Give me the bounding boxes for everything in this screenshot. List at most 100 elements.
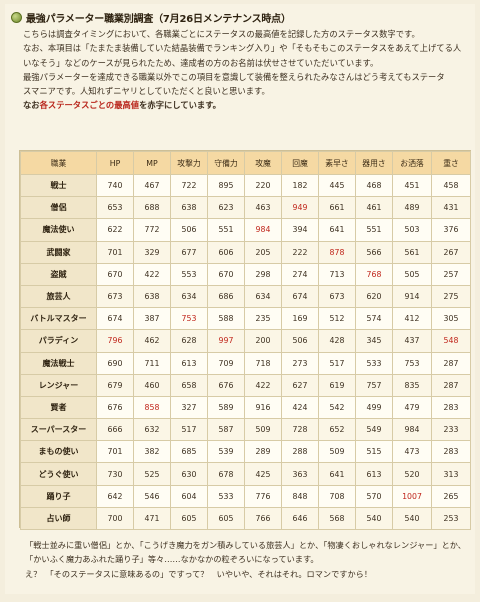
job-name-cell: 旅芸人 [20,284,97,309]
table-row: 踊り子 642 546 604 533 776 848 708 570 1007 265 [20,484,471,508]
stat-cell: 895 [207,173,245,198]
stat-cell: 848 [281,484,319,508]
stat-cell: 835 [392,373,432,397]
stat-cell: 287 [431,351,471,375]
stat-cell: 329 [133,240,171,264]
stat-cell: 679 [96,373,134,397]
job-name-cell: 盗賊 [20,262,97,286]
intro-note-red: 各ステータスごとの最高値 [39,100,140,111]
stat-cell: 713 [318,262,356,286]
job-name-cell: レンジャー [20,373,97,397]
table-row: 魔法戦士 690 711 613 709 718 273 517 533 753 287 [20,351,471,375]
stat-cell: 711 [133,351,171,375]
stat-cell: 700 [96,506,134,531]
table-row: パラディン 796 462 628 997 200 506 428 345 437 548 [20,329,471,353]
stat-cell: 561 [392,240,432,264]
stat-cell: 553 [170,262,208,286]
job-name-cell: 武闘家 [20,240,97,264]
intro-note-suffix: を赤字にしています。 [139,100,221,111]
intro-note-prefix: なお [23,100,40,111]
stat-cell: 220 [244,173,282,198]
stat-cell: 288 [281,440,319,464]
intro-line: 最強パラメーターを達成できる職業以外でこの項目を意識して装備を整えられたみなさん… [23,71,445,82]
stat-cell: 445 [318,173,356,198]
stat-cell: 796 [96,329,134,353]
article: 最強パラメーター職業別調査（7月26日メンテナンス時点） こちらは調査タイミング… [5,4,475,594]
stat-cell: 685 [170,440,208,464]
stat-cell: 503 [392,218,432,242]
stat-cell: 670 [96,262,134,286]
stat-cell: 646 [281,506,319,531]
column-header: 攻魔 [244,151,282,175]
stat-cell: 542 [318,395,356,420]
stat-cell: 540 [392,506,432,531]
stat-cell: 642 [96,484,134,508]
stat-cell: 283 [431,440,471,464]
stat-cell: 267 [431,240,471,264]
job-name-cell: 踊り子 [20,484,97,508]
stat-cell: 499 [355,395,393,420]
stat-cell: 997 [207,329,245,353]
stat-cell: 613 [355,462,393,486]
stat-cell: 589 [207,395,245,420]
stat-cell: 253 [431,506,471,531]
stat-cell: 620 [355,284,393,309]
job-name-cell: 僧侶 [20,196,97,220]
stat-cell: 638 [170,196,208,220]
table-row: 旅芸人 673 638 634 686 634 674 673 620 914 275 [20,284,471,309]
stat-cell: 641 [318,218,356,242]
stat-cell: 570 [355,484,393,508]
stat-cell: 753 [392,351,432,375]
footer-line: 「戦士並みに重い僧侶」とか、「こうげき魔力をガン積みしている旅芸人」とか、「物凄… [25,540,466,550]
stat-cell: 548 [431,329,471,353]
stat-cell: 468 [355,173,393,198]
stat-cell: 437 [392,329,432,353]
stats-table-container: 職業 HP MP 攻撃力 守備力 攻魔 回魔 素早さ 器用さ お洒落 重さ 戦士 740 467 722 8… [19,150,471,531]
stat-cell: 506 [281,329,319,353]
stat-cell: 505 [392,262,432,286]
stat-cell: 460 [133,373,171,397]
job-name-cell: 賢者 [20,395,97,420]
intro-line: スマニアです。人知れずニヤリとしていただくと良いと思います。 [23,86,270,97]
table-header-row: 職業 HP MP 攻撃力 守備力 攻魔 回魔 素早さ 器用さ お洒落 重さ [20,151,471,175]
table-row: バトルマスター 674 387 753 588 235 169 512 574 412 305 [20,307,471,331]
intro-text: こちらは調査タイミングにおいて、各職業ごとにステータスの最高値を記録した方のステ… [23,27,468,113]
table-row: レンジャー 679 460 658 676 422 627 619 757 835 287 [20,373,471,397]
stat-cell: 914 [392,284,432,309]
stat-cell: 412 [392,307,432,331]
stat-cell: 233 [431,418,471,442]
stat-cell: 169 [281,307,319,331]
stat-cell: 568 [318,506,356,531]
stat-cell: 878 [318,240,356,264]
job-name-cell: バトルマスター [20,307,97,331]
stat-cell: 627 [281,373,319,397]
stat-cell: 533 [355,351,393,375]
stat-cell: 658 [170,373,208,397]
table-row: 僧侶 653 688 638 623 463 949 661 461 489 431 [20,196,471,220]
stat-cell: 673 [96,284,134,309]
stat-cell: 327 [170,395,208,420]
stat-cell: 661 [318,196,356,220]
stat-cell: 287 [431,373,471,397]
title-row: 最強パラメーター職業別調査（7月26日メンテナンス時点） [11,10,291,25]
stat-cell: 540 [355,506,393,531]
stat-cell: 630 [170,462,208,486]
stat-cell: 205 [244,240,282,264]
stat-cell: 652 [318,418,356,442]
stat-cell: 489 [392,196,432,220]
stat-cell: 653 [96,196,134,220]
stat-cell: 776 [244,484,282,508]
table-row: 賢者 676 858 327 589 916 424 542 499 479 283 [20,395,471,420]
intro-line: こちらは調査タイミングにおいて、各職業ごとにステータスの最高値を記録した方のステ… [23,29,420,39]
stat-cell: 428 [318,329,356,353]
stat-cell: 766 [244,506,282,531]
stat-cell: 546 [133,484,171,508]
table-row: 戦士 740 467 722 895 220 182 445 468 451 458 [20,173,471,198]
table-row: スーパースター 666 632 517 587 509 728 652 549 984 233 [20,418,471,442]
job-name-cell: スーパースター [20,418,97,442]
footer-text: 「戦士並みに重い僧侶」とか、「こうげき魔力をガン積みしている旅芸人」とか、「物凄… [25,538,470,581]
intro-line: いなそう」などのケースが見られたため、達成者の方のお名前は伏せさせていただいてい… [23,57,379,68]
stat-cell: 768 [355,262,393,286]
stat-cell: 551 [355,218,393,242]
column-header: HP [96,151,134,175]
